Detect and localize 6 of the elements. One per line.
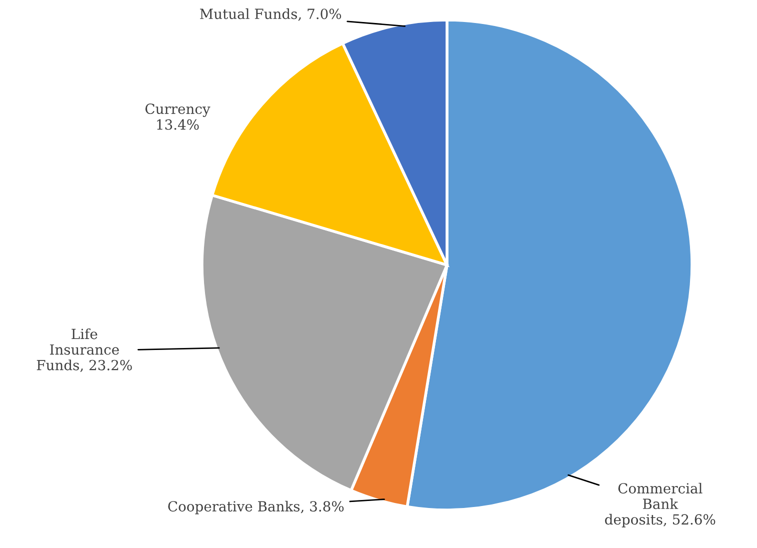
data-label: 13.4% <box>157 119 199 130</box>
slice-label: Life Insurance Funds, 23.2% <box>36 328 132 372</box>
slice-label: Mutual Funds, 7.0% <box>200 8 342 21</box>
slice-label: Commercial Bank deposits, 52.6% <box>605 482 716 528</box>
slice-label: Cooperative Banks, 3.8% <box>168 500 344 514</box>
slice-label: Currency <box>145 104 210 117</box>
